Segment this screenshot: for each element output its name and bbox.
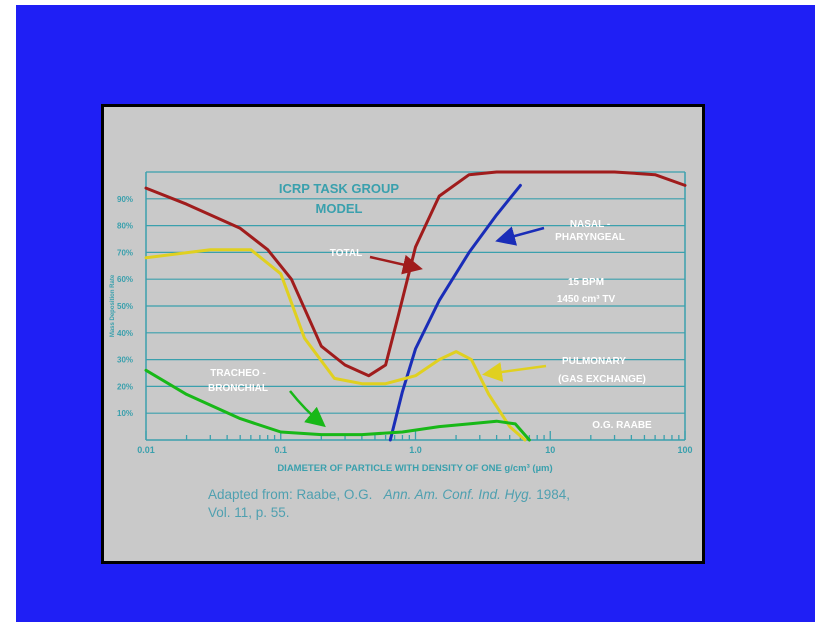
series-line (144, 248, 527, 442)
y-tick-label: 30% (117, 356, 133, 365)
y-tick-label: 50% (117, 302, 133, 311)
chart-title: MODEL (316, 201, 363, 216)
y-tick-label: 20% (117, 382, 133, 391)
x-tick-label: 100 (677, 445, 692, 455)
x-tick-label: 10 (545, 445, 555, 455)
caption-line-2: Vol. 11, p. 55. (208, 505, 290, 520)
y-tick-label: 70% (117, 248, 133, 257)
annotation-arrow (482, 362, 547, 382)
chart-title: ICRP TASK GROUP (279, 181, 399, 196)
conditions-label: 15 BPM (568, 277, 604, 288)
nasal-label: NASAL - (570, 219, 610, 230)
figure-panel (101, 104, 705, 564)
caption-source: Adapted from: Raabe, O.G. (208, 487, 373, 502)
tracheo-label: TRACHEO - (210, 368, 266, 379)
x-tick-label: 0.1 (274, 445, 287, 455)
total-label: TOTAL (330, 248, 362, 259)
tracheo-label: BRONCHIAL (208, 383, 268, 394)
annotation-arrow (369, 254, 423, 275)
y-axis-label: Mass Deposition Rate (110, 274, 116, 337)
conditions-label: 1450 cm³ TV (557, 294, 616, 305)
nasal-label: PHARYNGEAL (555, 232, 625, 243)
y-tick-label: 90% (117, 195, 133, 204)
pulmonary-label: PULMONARY (562, 356, 626, 367)
x-tick-label: 1.0 (409, 445, 422, 455)
series-line (144, 170, 687, 378)
series-line (144, 368, 531, 442)
y-tick-label: 80% (117, 222, 133, 231)
y-tick-label: 40% (117, 329, 133, 338)
y-tick-label: 60% (117, 275, 133, 284)
x-axis-label: DIAMETER OF PARTICLE WITH DENSITY OF ONE… (277, 463, 552, 474)
pulmonary-label: (GAS EXCHANGE) (558, 374, 646, 385)
y-tick-label: 10% (117, 409, 133, 418)
author-label: O.G. RAABE (592, 420, 652, 431)
annotation-arrow (495, 226, 545, 246)
series-line (388, 183, 522, 442)
x-tick-label: 0.01 (137, 445, 155, 455)
caption-line-1: Adapted from: Raabe, O.G. Ann. Am. Conf.… (208, 487, 570, 502)
caption-year: 1984, (536, 487, 570, 502)
annotation-arrow (289, 390, 326, 428)
caption-journal: Ann. Am. Conf. Ind. Hyg. (383, 487, 533, 502)
